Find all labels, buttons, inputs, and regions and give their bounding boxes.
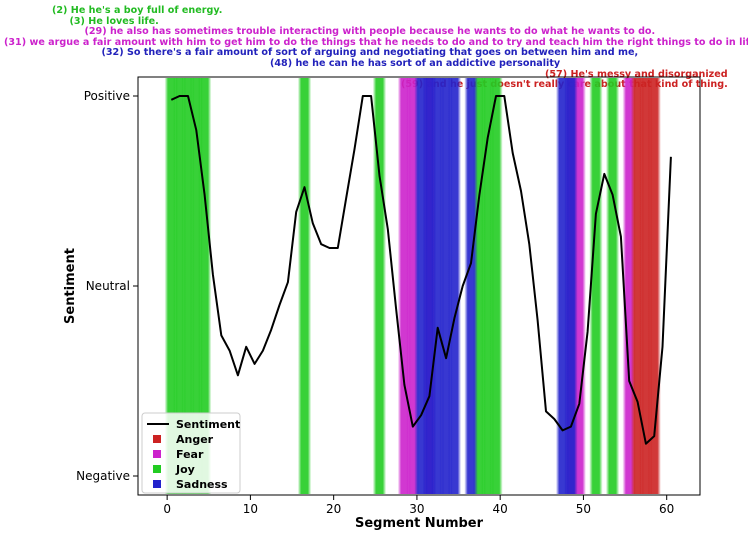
- y-tick-label: Positive: [84, 89, 130, 103]
- x-tick-label: 40: [493, 502, 508, 516]
- legend: Sentiment Anger Fear Joy Sadness: [141, 412, 241, 494]
- sentiment-line-layer: [170, 95, 672, 445]
- annotation-text: (48) he he can he has sort of an addicti…: [270, 58, 561, 69]
- x-tick-label: 50: [576, 502, 591, 516]
- joy-band: [605, 78, 620, 494]
- legend-label: Anger: [176, 433, 214, 446]
- annotation-text: (32) So there's a fair amount of sort of…: [101, 47, 639, 59]
- sadness-band: [447, 78, 462, 494]
- y-axis-label: Sentiment: [63, 248, 78, 324]
- legend-label: Fear: [176, 448, 204, 461]
- annotation-text: (31) we argue a fair amount with him to …: [4, 36, 748, 48]
- x-axis-ticks: 0 10 20 30 40 50 60: [163, 495, 674, 516]
- emotion-bands: [164, 78, 661, 494]
- joy-band: [489, 78, 503, 494]
- joy-band: [197, 78, 212, 494]
- x-axis-label: Segment Number: [355, 516, 484, 531]
- sadness-band: [464, 78, 478, 494]
- legend-box: [141, 412, 241, 494]
- legend-color-swatch: [153, 450, 161, 458]
- x-tick-label: 10: [243, 502, 258, 516]
- y-tick-label: Negative: [76, 469, 130, 483]
- y-tick-label: Neutral: [86, 279, 130, 293]
- annotation-text: (29) he also has sometimes trouble inter…: [84, 26, 656, 38]
- legend-label: Sadness: [176, 478, 228, 491]
- x-tick-label: 0: [163, 502, 171, 516]
- joy-band: [589, 78, 603, 494]
- x-tick-label: 30: [409, 502, 424, 516]
- legend-color-swatch: [153, 435, 161, 443]
- sentiment-line: [170, 95, 672, 445]
- sadness-band: [564, 78, 578, 494]
- legend-label: Joy: [175, 463, 195, 476]
- joy-band: [297, 78, 312, 494]
- y-axis-ticks: Negative Neutral Positive: [76, 89, 138, 483]
- joy-band: [372, 78, 387, 494]
- x-tick-label: 60: [659, 502, 674, 516]
- annotation-text: (3) He loves life.: [69, 15, 159, 27]
- annotation-text: (57) He's messy and disorganized: [545, 68, 728, 80]
- legend-label: Sentiment: [176, 418, 240, 431]
- legend-color-swatch: [153, 480, 161, 488]
- annotation-text: (2) He he's a boy full of energy.: [52, 5, 223, 16]
- x-tick-label: 20: [326, 502, 341, 516]
- legend-color-swatch: [153, 465, 161, 473]
